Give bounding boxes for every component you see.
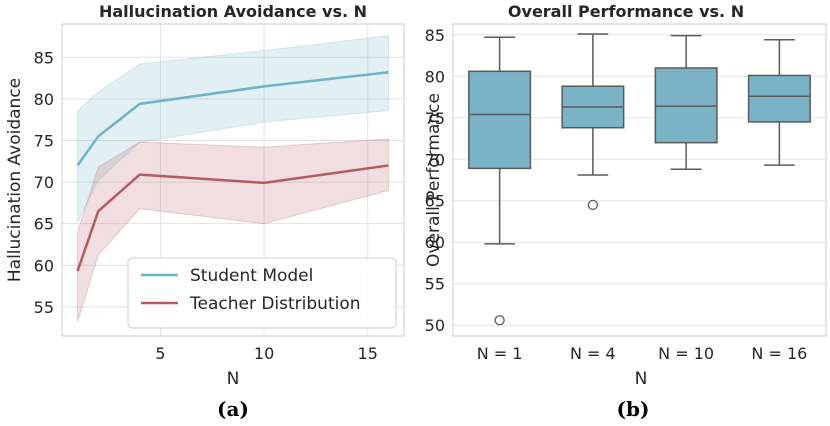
- y-tick-label: 70: [34, 173, 54, 192]
- chart-a-caption: (a): [217, 397, 249, 421]
- y-tick-label: 80: [34, 90, 54, 109]
- x-tick-label: 5: [155, 344, 165, 363]
- chart-a-plot-frame: [61, 23, 405, 337]
- x-tick-label: N = 1: [477, 344, 523, 363]
- y-tick-label: 60: [425, 233, 445, 252]
- x-tick-label: 15: [358, 344, 378, 363]
- x-tick-label: N = 4: [570, 344, 616, 363]
- y-tick-label: 85: [34, 48, 54, 67]
- legend-label-student-model: Student Model: [190, 266, 313, 286]
- chart-a-x-axis-label: N: [227, 369, 240, 389]
- chart-b-caption: (b): [617, 397, 650, 421]
- x-tick-label: N = 10: [658, 344, 714, 363]
- series-line: [76, 164, 389, 272]
- legend-label-teacher-distribution: Teacher Distribution: [189, 294, 361, 314]
- chart-a-y-axis-label: Hallucination Avoidance: [5, 78, 25, 282]
- outlier-point: [494, 315, 505, 326]
- y-tick-label: 75: [34, 131, 54, 150]
- x-tick-label: 10: [254, 344, 274, 363]
- y-tick-label: 55: [34, 298, 54, 317]
- x-tick-label: N = 16: [751, 344, 807, 363]
- series-line: [76, 71, 389, 167]
- y-tick-label: 70: [425, 150, 445, 169]
- y-tick-label: 85: [425, 26, 445, 45]
- y-tick-label: 75: [425, 109, 445, 128]
- y-tick-label: 60: [34, 256, 54, 275]
- chart-b-x-axis-label: N: [635, 369, 648, 389]
- y-tick-label: 65: [425, 192, 445, 211]
- y-tick-label: 50: [425, 316, 445, 335]
- chart-b: Overall Performance vs. N 50 55 60 65 70 75 80…: [424, 2, 827, 421]
- y-tick-label: 80: [425, 67, 445, 86]
- chart-a-title: Hallucination Avoidance vs. N: [99, 2, 367, 21]
- y-tick-label: 55: [425, 275, 445, 294]
- box: [468, 70, 532, 170]
- chart-b-y-axis-label: Overall Performance: [424, 93, 444, 267]
- chart-a-legend: Student Model Teacher Distribution: [127, 257, 397, 329]
- confidence-band: [77, 138, 389, 323]
- y-tick-label: 65: [34, 215, 54, 234]
- chart-a: Hallucination Avoidance vs. N 55 60 65 70 75…: [5, 2, 405, 421]
- chart-b-title: Overall Performance vs. N: [508, 2, 744, 21]
- box: [747, 74, 811, 123]
- outlier-point: [587, 199, 599, 211]
- legend-box: [127, 257, 397, 329]
- box: [654, 67, 718, 144]
- chart-b-plot-frame: [452, 23, 827, 337]
